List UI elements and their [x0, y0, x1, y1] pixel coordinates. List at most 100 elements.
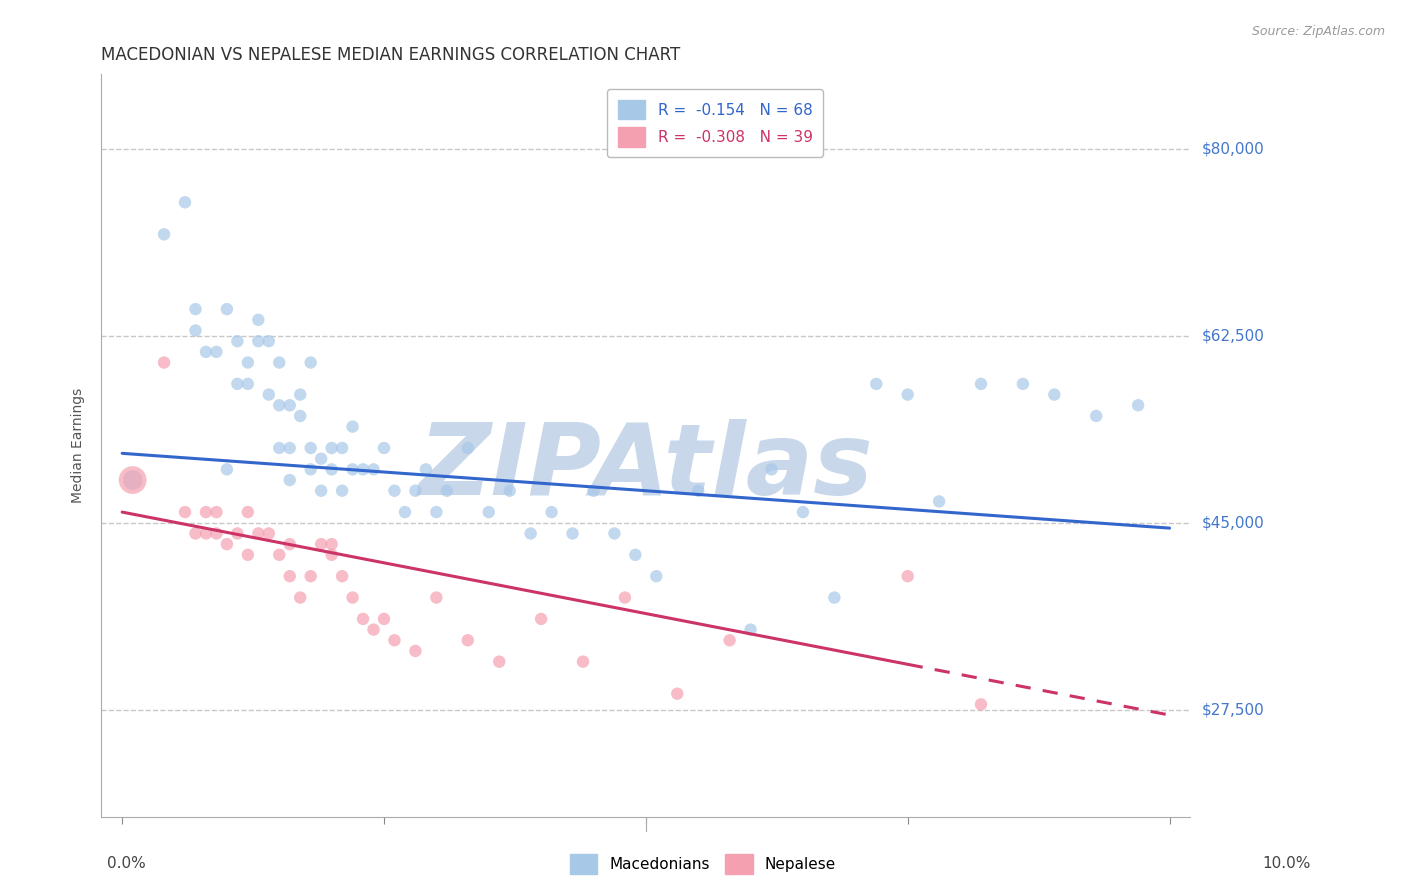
Point [436, 483, 458, 498]
Point [478, 505, 501, 519]
Point [121, 473, 143, 487]
Text: $62,500: $62,500 [1202, 328, 1264, 343]
Point [194, 505, 217, 519]
Text: 0.0%: 0.0% [107, 856, 146, 871]
Point [309, 483, 332, 498]
Point [257, 387, 280, 401]
Point [299, 569, 322, 583]
Point [290, 387, 312, 401]
Point [425, 591, 447, 605]
Point [309, 451, 332, 466]
Point [718, 633, 741, 648]
Point [299, 355, 322, 369]
Point [153, 355, 176, 369]
Point [561, 526, 583, 541]
Point [226, 334, 249, 348]
Point [184, 302, 207, 317]
Point [247, 526, 270, 541]
Point [603, 526, 626, 541]
Text: $80,000: $80,000 [1202, 142, 1264, 156]
Point [1085, 409, 1108, 423]
Point [278, 537, 301, 551]
Point [540, 505, 562, 519]
Point [194, 526, 217, 541]
Point [290, 591, 312, 605]
Point [897, 569, 920, 583]
Point [247, 334, 270, 348]
Text: 10.0%: 10.0% [1263, 856, 1310, 871]
Point [278, 569, 301, 583]
Point [342, 419, 364, 434]
Point [236, 376, 259, 391]
Point [205, 344, 228, 359]
Point [394, 505, 416, 519]
Point [174, 195, 197, 210]
Point [425, 505, 447, 519]
Point [269, 441, 291, 455]
Point [415, 462, 437, 476]
Point [373, 612, 395, 626]
Legend: Macedonians, Nepalese: Macedonians, Nepalese [564, 848, 842, 880]
Point [321, 548, 343, 562]
Point [865, 376, 887, 391]
Point [761, 462, 783, 476]
Point [970, 376, 993, 391]
Point [184, 324, 207, 338]
Point [823, 591, 845, 605]
Point [572, 655, 595, 669]
Point [352, 462, 374, 476]
Point [278, 441, 301, 455]
Point [688, 483, 710, 498]
Point [970, 698, 993, 712]
Point [404, 483, 426, 498]
Point [404, 644, 426, 658]
Point [330, 483, 353, 498]
Point [330, 569, 353, 583]
Point [121, 473, 143, 487]
Point [321, 537, 343, 551]
Point [236, 355, 259, 369]
Point [519, 526, 541, 541]
Point [330, 441, 353, 455]
Point [215, 537, 238, 551]
Point [373, 441, 395, 455]
Point [321, 462, 343, 476]
Point [205, 526, 228, 541]
Point [384, 483, 406, 498]
Point [215, 302, 238, 317]
Text: Source: ZipAtlas.com: Source: ZipAtlas.com [1251, 25, 1385, 38]
Point [1126, 398, 1149, 412]
Point [226, 376, 249, 391]
Point [269, 398, 291, 412]
Point [363, 623, 385, 637]
Point [342, 462, 364, 476]
Point [215, 462, 238, 476]
Point [457, 441, 479, 455]
Text: $27,500: $27,500 [1202, 702, 1264, 717]
Point [257, 334, 280, 348]
Point [582, 483, 605, 498]
Point [792, 505, 814, 519]
Point [897, 387, 920, 401]
Point [278, 473, 301, 487]
Point [299, 441, 322, 455]
Point [613, 591, 636, 605]
Point [174, 505, 197, 519]
Point [321, 441, 343, 455]
Point [269, 548, 291, 562]
Legend: R =  -0.154   N = 68, R =  -0.308   N = 39: R = -0.154 N = 68, R = -0.308 N = 39 [607, 89, 824, 158]
Point [153, 227, 176, 242]
Point [363, 462, 385, 476]
Point [278, 398, 301, 412]
Text: ZIPAtlas: ZIPAtlas [419, 419, 873, 516]
Point [299, 462, 322, 476]
Point [226, 526, 249, 541]
Point [530, 612, 553, 626]
Point [194, 344, 217, 359]
Point [645, 569, 668, 583]
Point [257, 526, 280, 541]
Point [236, 548, 259, 562]
Point [309, 537, 332, 551]
Point [488, 655, 510, 669]
Point [352, 612, 374, 626]
